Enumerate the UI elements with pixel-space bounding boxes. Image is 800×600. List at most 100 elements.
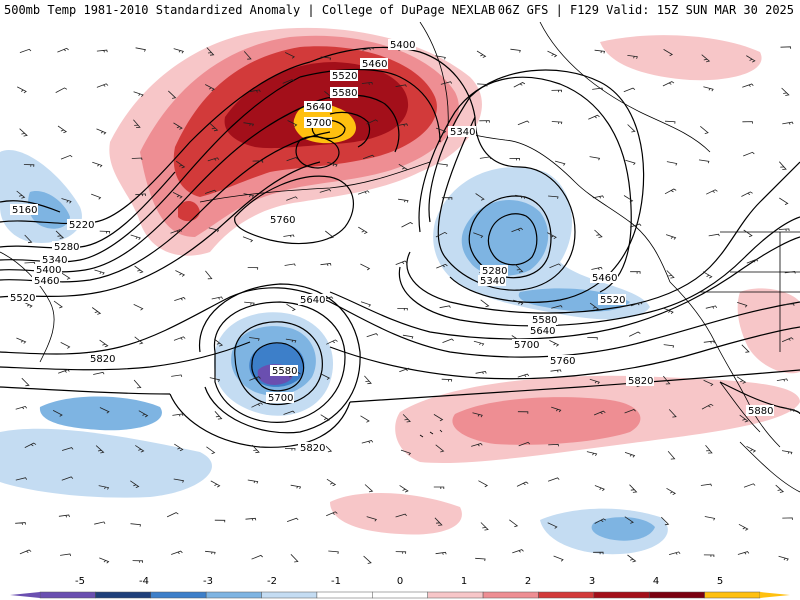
wind-barb — [553, 555, 564, 562]
contour-5520-main — [406, 161, 800, 314]
wind-barb — [477, 83, 488, 87]
wind-barb — [402, 334, 414, 339]
wind-barb — [662, 81, 675, 87]
wind-barb — [515, 194, 526, 199]
wind-barb — [286, 196, 298, 201]
wind-barb — [15, 477, 28, 481]
wind-barb — [251, 402, 263, 408]
wind-barb — [742, 83, 754, 88]
wind-barb — [133, 91, 144, 97]
svg-text:5520: 5520 — [332, 71, 357, 82]
wind-barb — [779, 197, 789, 205]
contour-5880-southeast — [719, 381, 800, 415]
wind-barb — [243, 122, 254, 127]
wind-barb — [99, 339, 109, 348]
wind-barb — [361, 81, 373, 85]
wind-barb — [242, 236, 254, 243]
wind-barb — [593, 410, 606, 416]
wind-barb — [319, 189, 332, 193]
height-label: 5700 — [512, 339, 540, 351]
wind-barb — [589, 302, 600, 311]
contour-5220-gulf — [487, 213, 538, 266]
map-title: 500mb Temp 1981-2010 Standardized Anomal… — [4, 3, 496, 17]
contour-5400-gulf — [428, 69, 645, 303]
wind-barb — [22, 301, 33, 308]
height-label: 5520 — [8, 292, 36, 304]
wind-barb — [174, 297, 186, 301]
height-label: 5400 — [388, 39, 416, 51]
contour-5820-south — [169, 393, 351, 448]
wind-barb — [290, 554, 299, 563]
wind-barb — [364, 375, 372, 385]
wind-barb — [775, 484, 785, 493]
wind-barb — [99, 407, 110, 414]
wind-barb — [551, 305, 563, 309]
wind-barb — [668, 409, 677, 418]
warm-anomaly-subtropical-mid — [452, 397, 641, 445]
wind-barb — [60, 553, 72, 557]
wind-barb — [24, 442, 37, 448]
wind-barb — [175, 270, 186, 277]
wind-barb — [627, 554, 637, 563]
alaska-coast — [419, 22, 671, 283]
wind-barb — [24, 234, 33, 244]
wind-barb — [441, 378, 453, 382]
wind-barb — [251, 444, 260, 454]
wind-barb — [746, 55, 756, 63]
svg-text:5400: 5400 — [390, 40, 415, 51]
wind-barb — [207, 157, 220, 162]
wind-barb — [364, 484, 374, 493]
warm-anomaly-east — [600, 35, 762, 81]
wind-barb — [98, 485, 110, 490]
colorbar-swatch — [261, 591, 318, 599]
wind-barb — [551, 121, 563, 125]
wind-barb — [57, 125, 68, 134]
wind-barb — [630, 301, 643, 307]
colorbar-swatch — [372, 591, 428, 599]
wind-barb — [287, 120, 298, 127]
wind-barb — [290, 484, 302, 489]
height-label: 5580 — [530, 314, 558, 326]
wind-barb — [366, 516, 377, 522]
wind-barb — [703, 340, 715, 344]
wind-barb — [666, 487, 677, 496]
contour-5340-gulf — [437, 116, 576, 291]
cold-anomaly-southwest-light — [0, 428, 212, 498]
wind-barb — [320, 373, 331, 380]
wind-barb — [435, 55, 446, 60]
colorbar-swatch — [95, 591, 152, 599]
wind-barb — [61, 198, 72, 204]
wind-barb — [395, 84, 407, 87]
wind-barb — [781, 87, 790, 96]
wind-barb — [437, 163, 448, 167]
wind-barb — [52, 410, 63, 417]
wind-barb — [206, 446, 216, 455]
contour-5220 — [0, 61, 311, 225]
wind-barb — [592, 195, 605, 199]
wind-barb — [173, 48, 184, 54]
wind-barb — [782, 121, 794, 125]
contour-5280-west — [0, 171, 176, 249]
wind-barb — [663, 49, 674, 57]
height-label: 5520 — [598, 294, 626, 306]
wind-barb — [58, 514, 70, 518]
north-america-coast — [669, 281, 781, 448]
height-label: 5640 — [298, 294, 326, 306]
wind-barb — [594, 229, 603, 238]
colorbar-swatch — [593, 591, 650, 599]
wind-barb — [547, 50, 558, 58]
wind-barb — [93, 371, 105, 375]
svg-text:5340: 5340 — [480, 276, 505, 287]
wind-barb — [435, 127, 447, 134]
wind-barb — [249, 337, 260, 341]
wind-barb — [284, 448, 296, 451]
svg-text:5280: 5280 — [54, 242, 79, 253]
wind-barb — [781, 337, 794, 343]
svg-text:5400: 5400 — [36, 265, 61, 276]
wind-barb — [134, 265, 144, 274]
wind-barb — [742, 121, 753, 124]
wind-barb — [664, 120, 676, 124]
contour-5820-main — [0, 369, 800, 403]
wind-barb — [362, 154, 375, 160]
